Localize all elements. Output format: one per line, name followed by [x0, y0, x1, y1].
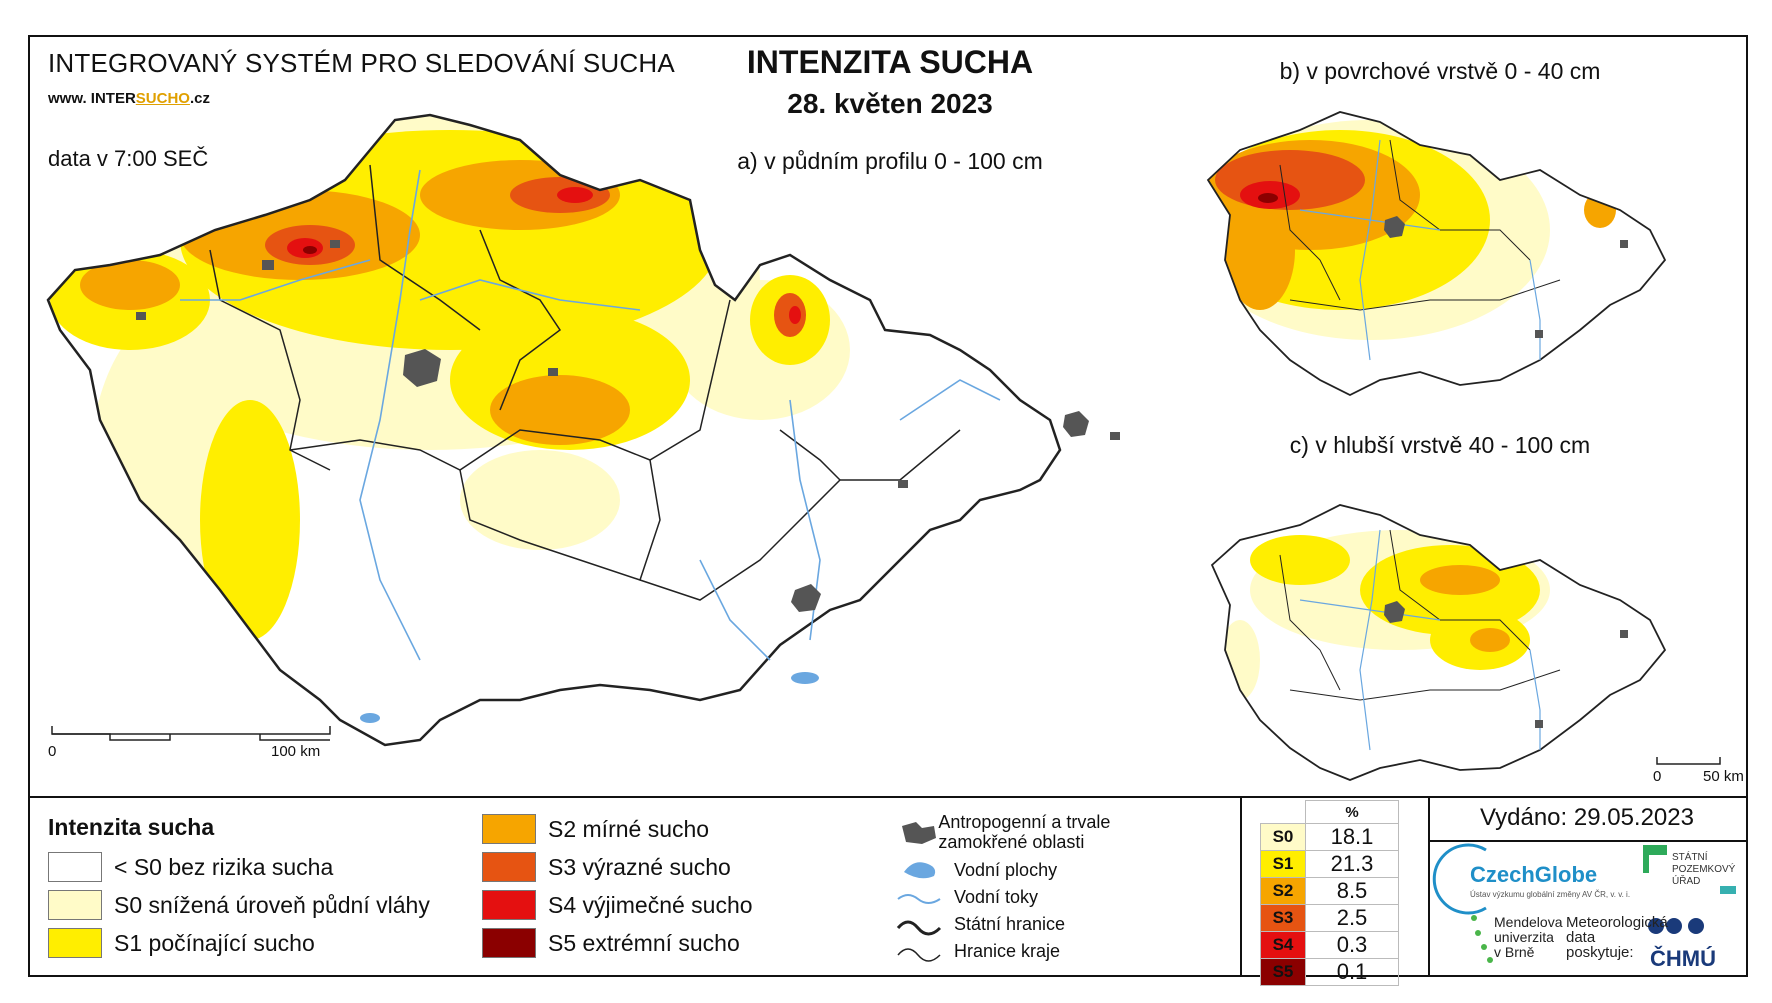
value-cell: 0.1 [1305, 958, 1399, 986]
state-border-icon [896, 910, 944, 938]
czechglobe-logo: CzechGlobe [1470, 862, 1598, 887]
value-cell: 18.1 [1305, 823, 1399, 851]
legend-symbol-urban: Antropogenní a trvale zamokřené oblasti [896, 812, 1156, 852]
value-cell: 0.3 [1305, 931, 1399, 959]
main-map-label: a) v půdním profilu 0 - 100 cm [737, 148, 1043, 174]
legend-separator-right [1428, 798, 1430, 977]
legend-class-none: < S0 bez rizika sucha [48, 852, 333, 882]
issued-separator [1428, 840, 1748, 842]
legend-class-s5: S5 extrémní sucho [482, 928, 740, 958]
legend-symbol-label: Státní hranice [954, 914, 1066, 934]
class-cell: S5 [1260, 958, 1306, 986]
legend-swatch [48, 890, 102, 920]
main-scale-end: 100 km [271, 743, 321, 760]
legend-class-label: S1 počínající sucho [114, 929, 315, 956]
chmu-logo: ČHMÚ [1650, 946, 1716, 971]
legend-class-s3: S3 výrazné sucho [482, 852, 731, 882]
legend-class-s4: S4 výjimečné sucho [482, 890, 753, 920]
legend-symbol-label: Hranice kraje [954, 941, 1061, 961]
river-icon [896, 883, 944, 911]
class-cell: S0 [1260, 823, 1306, 851]
value-cell: 21.3 [1305, 850, 1399, 878]
main-scale-bar [51, 726, 331, 741]
legend-class-s1: S1 počínající sucho [48, 928, 315, 958]
legend-swatch [482, 814, 536, 844]
table-row: S3 2.5 [1260, 904, 1399, 932]
legend-divider [28, 796, 1748, 798]
small-scale-end: 50 km [1703, 768, 1744, 785]
website-brand: SUCHO [135, 90, 190, 107]
page-title: INTENZITA SUCHA [746, 44, 1034, 80]
class-cell: S3 [1260, 904, 1306, 932]
issued-date: Vydáno: 29.05.2023 [1480, 804, 1694, 831]
table-header-row: % [1261, 800, 1399, 824]
legend-separator-left [1240, 798, 1242, 977]
legend-swatch [482, 890, 536, 920]
table-row: S4 0.3 [1260, 931, 1399, 959]
spu-logo: STÁTNÍ POZEMKOVÝ ÚŘAD [1672, 852, 1736, 887]
water-body-icon [896, 856, 944, 884]
legend-symbol-river: Vodní toky [896, 883, 1038, 911]
legend-swatch [482, 928, 536, 958]
legend-class-label: S5 extrémní sucho [548, 929, 740, 956]
deep-drought-map [1210, 504, 1667, 781]
legend-class-label: S0 snížená úroveň půdní vláhy [114, 891, 430, 918]
value-cell: 2.5 [1305, 904, 1399, 932]
legend-symbol-label: Vodní toky [954, 887, 1039, 907]
main-scale-start: 0 [48, 743, 57, 760]
legend-symbol-region-border: Hranice kraje [896, 937, 1060, 965]
website-prefix: www. INTER [48, 90, 136, 107]
urban-area-icon [896, 818, 936, 846]
map-date: 28. květen 2023 [787, 88, 993, 119]
legend-swatch [48, 852, 102, 882]
deep-map-label: c) v hlubší vrstvě 40 - 100 cm [1289, 432, 1591, 458]
website-link[interactable]: www. INTERSUCHO.cz [48, 90, 210, 107]
small-scale-bar [1656, 757, 1721, 765]
legend-class-s0: S0 snížená úroveň půdní vláhy [48, 890, 430, 920]
legend-class-label: S4 výjimečné sucho [548, 891, 753, 918]
mendel-logo: Mendelova univerzita v Brně [1494, 914, 1563, 960]
value-cell: 8.5 [1305, 877, 1399, 905]
legend-symbol-label: Antropogenní a trvale zamokřené oblasti [938, 812, 1111, 852]
system-title: INTEGROVANÝ SYSTÉM PRO SLEDOVÁNÍ SUCHA [48, 48, 675, 78]
class-cell: S1 [1260, 850, 1306, 878]
data-time: data v 7:00 SEČ [48, 146, 209, 171]
met-data-label: Meteorologická data poskytuje: [1566, 914, 1668, 961]
region-border-icon [896, 937, 944, 965]
class-cell: S2 [1260, 877, 1306, 905]
drought-percentage-table: % S0 18.1 S1 21.3 S2 8.5 S3 2.5 S4 0.3 S… [1260, 800, 1399, 986]
czechglobe-sub: Ústav výzkumu globální změny AV ČR, v. v… [1470, 890, 1631, 899]
legend-class-label: < S0 bez rizika sucha [114, 853, 334, 880]
table-row: S0 18.1 [1260, 823, 1399, 851]
legend-class-s2: S2 mírné sucho [482, 814, 709, 844]
legend-symbol-label: Vodní plochy [954, 860, 1058, 880]
surface-drought-map [1206, 111, 1667, 397]
table-row: S5 0.1 [1260, 958, 1399, 986]
legend-swatch [482, 852, 536, 882]
main-drought-map [46, 113, 1120, 747]
legend-title: Intenzita sucha [48, 814, 215, 840]
class-cell: S4 [1260, 931, 1306, 959]
small-scale-start: 0 [1653, 768, 1662, 785]
table-row: S1 21.3 [1260, 850, 1399, 878]
legend-class-label: S3 výrazné sucho [548, 853, 731, 880]
legend-symbol-state-border: Státní hranice [896, 910, 1065, 938]
surface-map-label: b) v povrchové vrstvě 0 - 40 cm [1279, 58, 1601, 84]
legend-class-label: S2 mírné sucho [548, 815, 710, 842]
table-row: S2 8.5 [1260, 877, 1399, 905]
percent-header: % [1305, 800, 1399, 824]
legend-swatch [48, 928, 102, 958]
website-suffix: .cz [189, 90, 210, 107]
legend-symbol-water-body: Vodní plochy [896, 856, 1057, 884]
